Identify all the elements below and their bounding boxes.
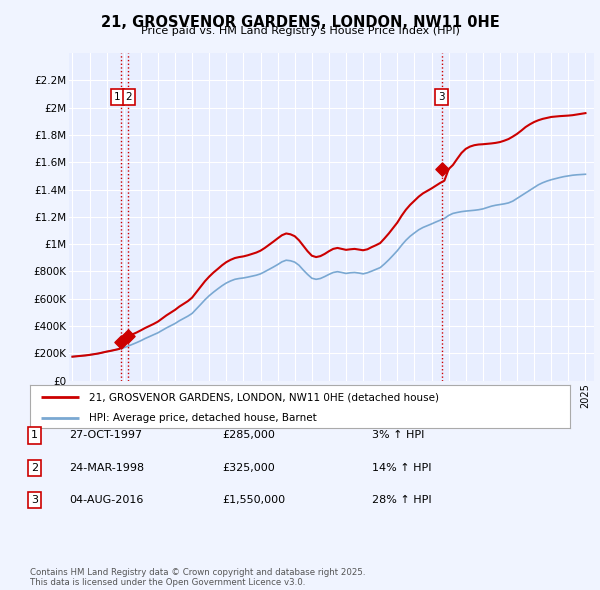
Text: 3: 3: [31, 496, 38, 505]
Text: £285,000: £285,000: [222, 431, 275, 440]
Text: £325,000: £325,000: [222, 463, 275, 473]
Text: 28% ↑ HPI: 28% ↑ HPI: [372, 496, 431, 505]
Point: [437, 165, 446, 174]
Text: 24-MAR-1998: 24-MAR-1998: [69, 463, 144, 473]
Text: 2: 2: [126, 92, 133, 101]
Text: HPI: Average price, detached house, Barnet: HPI: Average price, detached house, Barn…: [89, 414, 317, 424]
Text: 1: 1: [114, 92, 121, 101]
Text: 2: 2: [31, 463, 38, 473]
Text: 14% ↑ HPI: 14% ↑ HPI: [372, 463, 431, 473]
Text: Price paid vs. HM Land Registry's House Price Index (HPI): Price paid vs. HM Land Registry's House …: [140, 26, 460, 36]
Text: 04-AUG-2016: 04-AUG-2016: [69, 496, 143, 505]
Text: 1: 1: [31, 431, 38, 440]
Text: 3% ↑ HPI: 3% ↑ HPI: [372, 431, 424, 440]
Text: 27-OCT-1997: 27-OCT-1997: [69, 431, 142, 440]
Point: [116, 337, 125, 346]
Text: 21, GROSVENOR GARDENS, LONDON, NW11 0HE (detached house): 21, GROSVENOR GARDENS, LONDON, NW11 0HE …: [89, 392, 439, 402]
Text: Contains HM Land Registry data © Crown copyright and database right 2025.
This d: Contains HM Land Registry data © Crown c…: [30, 568, 365, 587]
Text: 3: 3: [439, 92, 445, 101]
Text: £1,550,000: £1,550,000: [222, 496, 285, 505]
Text: 21, GROSVENOR GARDENS, LONDON, NW11 0HE: 21, GROSVENOR GARDENS, LONDON, NW11 0HE: [101, 15, 499, 30]
Point: [123, 332, 133, 341]
